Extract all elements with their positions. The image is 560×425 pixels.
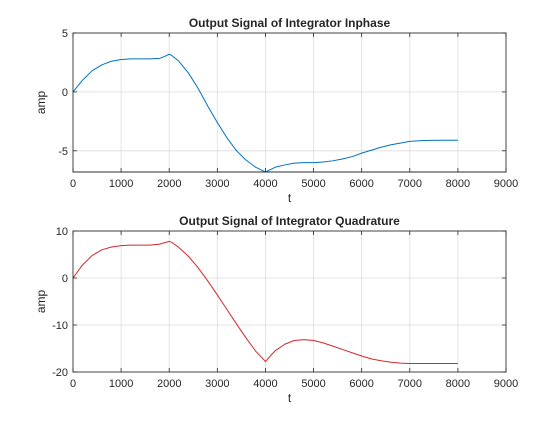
quadrature-axes-box	[72, 230, 507, 373]
inphase-xtick-label: 6000	[349, 178, 373, 190]
inphase-y-axis-label: amp	[34, 91, 48, 115]
quadrature-xtick-label: 0	[70, 378, 76, 390]
quadrature-x-axis-label: t	[288, 391, 292, 405]
quadrature-subplot: 0 1000 2000 3000 4000 5000 6000 7000 8000 9000 -20…	[34, 214, 518, 405]
inphase-xtick-label: 0	[70, 178, 76, 190]
inphase-ytick-label: 5	[62, 28, 68, 40]
quadrature-xtick-label: 7000	[398, 378, 422, 390]
inphase-subplot: 0 1000 2000 3000 4000 5000 6000 7000 8000 9000 -5 0…	[34, 16, 518, 205]
inphase-xtick-label: 1000	[109, 178, 133, 190]
quadrature-y-axis-label: amp	[34, 290, 48, 314]
inphase-xtick-label: 9000	[494, 178, 518, 190]
quadrature-series-line	[72, 240, 458, 365]
inphase-xtick-label: 7000	[398, 178, 422, 190]
quadrature-axes-border	[72, 230, 507, 373]
quadrature-xtick-label: 9000	[494, 378, 518, 390]
quadrature-xtick-label: 5000	[301, 378, 325, 390]
inphase-ytick-label: -5	[58, 146, 68, 158]
inphase-axes-box	[72, 32, 507, 173]
inphase-xtick-label: 5000	[301, 178, 325, 190]
inphase-xtick-label: 4000	[253, 178, 277, 190]
quadrature-ytick-label: -10	[52, 320, 68, 332]
inphase-ytick-label: 0	[62, 87, 68, 99]
inphase-axes-border	[72, 32, 507, 173]
quadrature-xtick-label: 2000	[157, 378, 181, 390]
quadrature-ytick-label: -20	[52, 367, 68, 379]
inphase-xtick-label: 2000	[157, 178, 181, 190]
inphase-series-line	[72, 53, 458, 173]
quadrature-xtick-label: 3000	[205, 378, 229, 390]
inphase-xtick-label: 3000	[205, 178, 229, 190]
quadrature-ytick-label: 0	[62, 273, 68, 285]
quadrature-xtick-label: 1000	[109, 378, 133, 390]
inphase-x-axis-label: t	[288, 191, 292, 205]
quadrature-xtick-label: 8000	[446, 378, 470, 390]
quadrature-xtick-label: 4000	[253, 378, 277, 390]
quadrature-chart-title: Output Signal of Integrator Quadrature	[179, 214, 400, 228]
quadrature-xtick-label: 6000	[349, 378, 373, 390]
inphase-xtick-label: 8000	[446, 178, 470, 190]
inphase-chart-title: Output Signal of Integrator Inphase	[189, 16, 391, 30]
quadrature-ytick-label: 10	[56, 226, 68, 238]
